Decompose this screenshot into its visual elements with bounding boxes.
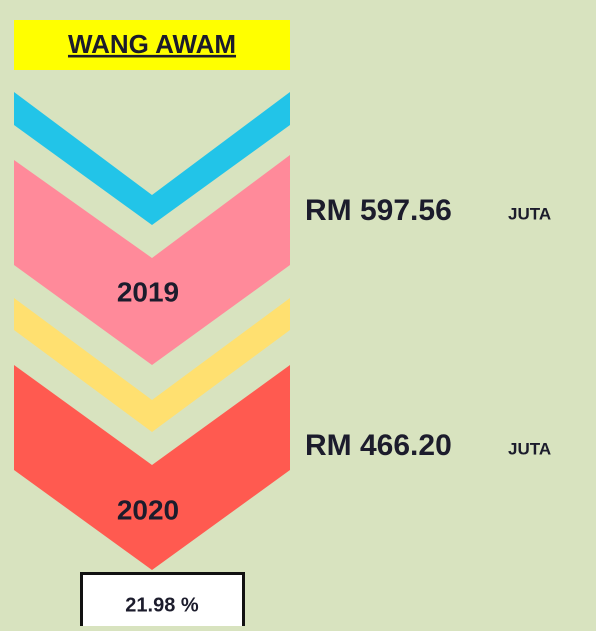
change-box xyxy=(80,572,245,630)
change: 21.98 % xyxy=(125,594,199,616)
chevron-yellow xyxy=(14,298,290,432)
unit: JUTA xyxy=(508,204,551,223)
title: WANG AWAM xyxy=(68,29,236,59)
amount: RM 466.20 xyxy=(305,429,452,462)
year-label: 2020 xyxy=(117,494,179,525)
title-box xyxy=(14,20,290,70)
unit: JUTA xyxy=(508,439,551,458)
amount: RM 597.56 xyxy=(305,194,452,227)
year-label: 2019 xyxy=(117,276,179,307)
chevron-pink xyxy=(14,155,290,365)
chevron-red xyxy=(14,365,290,570)
chevron-blue xyxy=(14,92,290,225)
